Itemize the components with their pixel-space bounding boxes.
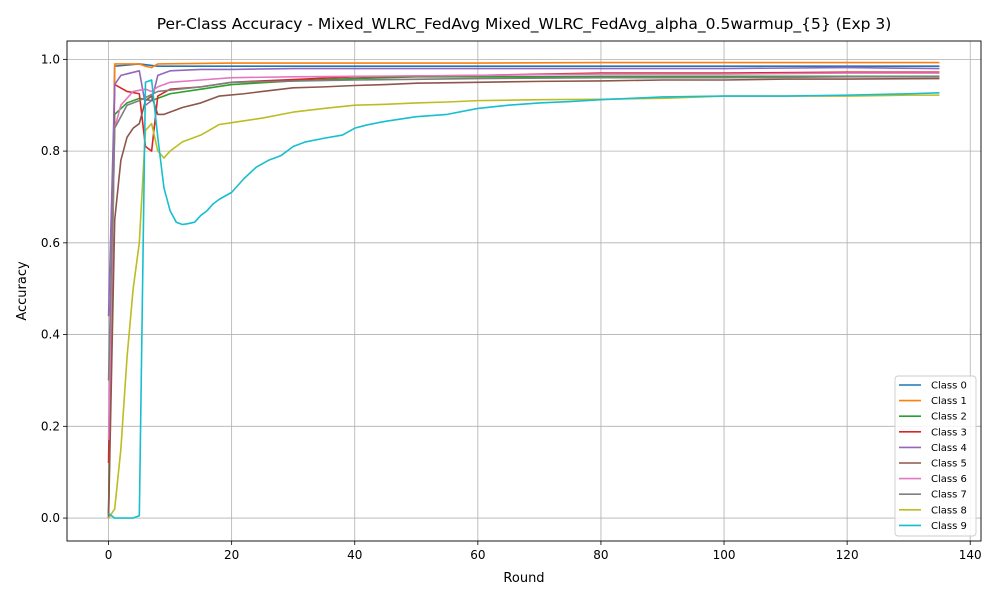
x-tick-label: 100	[713, 548, 736, 562]
y-tick-label: 0.4	[41, 328, 60, 342]
series-line-class-7	[107, 75, 940, 381]
series-line-class-1	[107, 61, 940, 519]
legend-items: Class 0 Class 1 Class 2 Class 3 Class 4 Class…	[899, 381, 967, 532]
legend-label: Class 7	[931, 490, 967, 501]
x-axis-ticks: 0 20 40 60 80 100 120 140	[105, 541, 982, 562]
legend-label: Class 3	[931, 427, 967, 438]
y-tick-label: 0.0	[41, 511, 60, 525]
legend: Class 0 Class 1 Class 2 Class 3 Class 4 Class…	[894, 375, 977, 537]
y-tick-label: 0.2	[41, 419, 60, 433]
grid-lines	[67, 41, 981, 541]
series-line-class-6	[107, 72, 940, 441]
plot-frame	[66, 40, 982, 542]
legend-label: Class 4	[931, 443, 967, 454]
chart-title: Per-Class Accuracy - Mixed_WLRC_FedAvg M…	[157, 15, 892, 34]
y-axis-label: Accuracy	[15, 261, 30, 321]
y-tick-label: 0.8	[41, 144, 60, 158]
legend-label: Class 1	[931, 396, 967, 407]
x-axis-label: Round	[503, 571, 544, 586]
legend-label: Class 6	[931, 474, 967, 485]
y-axis-ticks: 0.0 0.2 0.4 0.6 0.8 1.0	[41, 52, 67, 525]
x-tick-label: 140	[959, 548, 982, 562]
legend-label: Class 9	[931, 521, 967, 532]
legend-label: Class 8	[931, 505, 967, 516]
series-line-class-9	[108, 79, 940, 519]
legend-label: Class 2	[931, 412, 967, 423]
x-tick-label: 40	[347, 548, 362, 562]
x-tick-label: 20	[224, 548, 239, 562]
x-tick-label: 0	[105, 548, 113, 562]
legend-label: Class 5	[931, 459, 967, 470]
series-lines	[107, 61, 940, 519]
series-line-class-4	[107, 66, 940, 317]
x-tick-label: 120	[836, 548, 859, 562]
y-tick-label: 0.6	[41, 236, 60, 250]
x-tick-label: 60	[470, 548, 485, 562]
legend-label: Class 0	[931, 381, 967, 392]
series-line-class-5	[107, 77, 940, 519]
y-tick-label: 1.0	[41, 52, 60, 66]
x-tick-label: 80	[593, 548, 608, 562]
series-line-class-8	[107, 94, 940, 519]
